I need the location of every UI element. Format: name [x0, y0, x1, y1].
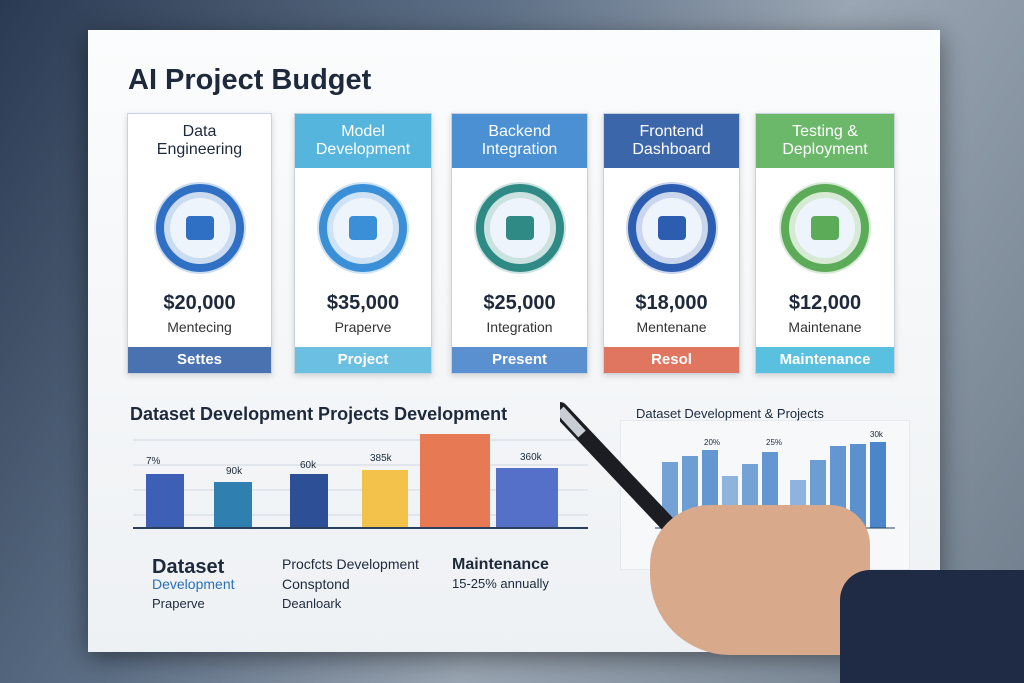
card-heading: Frontend Dashboard [604, 114, 739, 168]
card-icon [625, 182, 718, 274]
left-chart-title: Dataset Development Projects Development [130, 404, 508, 424]
bar [290, 474, 328, 528]
heading-line: Engineering [156, 141, 243, 158]
card-amount: $20,000 [163, 292, 236, 314]
card-icon [153, 182, 246, 274]
mini-label: 20% [704, 438, 721, 447]
heading-line: Testing & [792, 123, 858, 140]
card-amount: $12,000 [788, 292, 862, 314]
sleeve [840, 570, 1024, 683]
bar-label: 360k [520, 452, 542, 463]
summary-line: Consptond [282, 576, 350, 592]
card-icon [779, 182, 871, 274]
bar-label: 7% [146, 456, 161, 467]
heading-line: Data [182, 123, 217, 140]
card-note: Praperve [334, 319, 392, 335]
heading-line: Deployment [782, 141, 868, 158]
title: AI Project Budget [128, 64, 372, 96]
bar-chart [133, 434, 588, 529]
card: Data Engineering $20,000 Mentecing Settes [127, 113, 272, 374]
card: Backend Integration $25,000 Integration Pres… [451, 113, 588, 374]
card-footer: Present [452, 347, 587, 373]
bar-label: 60k [300, 460, 317, 471]
bar [214, 482, 252, 528]
heading-line: Frontend [639, 123, 704, 140]
summary-line: Procfcts Development [282, 556, 419, 572]
bar [420, 434, 490, 528]
summary-line: 15-25% annually [452, 576, 549, 591]
bar [362, 470, 408, 528]
card: Frontend Dashboard $18,000 Mentenane Resol [603, 113, 740, 374]
card-note: Mentenane [636, 319, 707, 335]
heading-line: Backend [488, 123, 551, 140]
card-amount: $18,000 [635, 292, 708, 314]
mini-label: 30k [870, 430, 883, 439]
card-icon [317, 182, 409, 274]
bar [496, 468, 558, 528]
card-heading: Backend Integration [452, 114, 587, 168]
card-note: Mentecing [167, 319, 232, 335]
card-footer: Resol [604, 347, 739, 373]
summary-line: Dataset [152, 556, 225, 578]
card-heading: Testing & Deployment [756, 114, 894, 168]
summary-line: Development [152, 576, 235, 592]
heading-line: Development [315, 141, 411, 158]
heading-line: Model [341, 123, 385, 140]
summary-line: Deanloark [282, 596, 342, 611]
card-amount: $35,000 [326, 292, 400, 314]
heading-line: Integration [481, 141, 558, 158]
card: Testing & Deployment $12,000 Maintenane Main… [755, 113, 895, 374]
card-amount: $25,000 [483, 292, 556, 314]
hand [650, 505, 870, 655]
card-heading: Data Engineering [128, 114, 271, 168]
card-note: Integration [486, 319, 553, 335]
right-chart-title: Dataset Development & Projects [636, 406, 824, 421]
heading-line: Dashboard [632, 141, 711, 158]
mini-label: 25% [766, 438, 783, 447]
summary-line: Praperve [152, 596, 205, 611]
card: Model Development $35,000 Praperve Project [294, 113, 432, 374]
summary-line: Maintenance [452, 556, 549, 573]
bar-label: 90k [226, 466, 243, 477]
card-footer: Project [295, 347, 431, 373]
bar [146, 474, 184, 528]
card-note: Maintenane [788, 319, 862, 335]
card-icon [473, 182, 566, 274]
card-footer: Maintenance [756, 347, 894, 373]
bar-label: 385k [370, 453, 392, 464]
card-heading: Model Development [295, 114, 431, 168]
card-footer: Settes [128, 347, 271, 373]
